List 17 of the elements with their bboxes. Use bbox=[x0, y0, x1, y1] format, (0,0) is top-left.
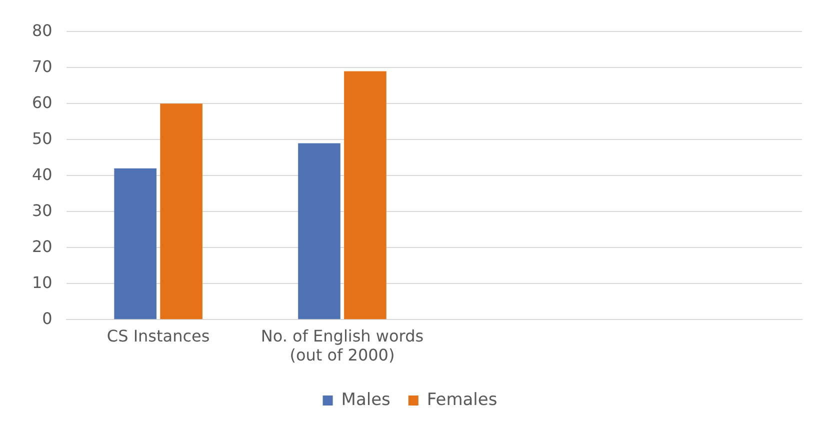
y-tick-label: 20 bbox=[32, 236, 52, 256]
y-tick-label: 80 bbox=[32, 20, 52, 40]
y-tick-label: 0 bbox=[42, 308, 52, 328]
x-tick-label: No. of English words (out of 2000) bbox=[260, 326, 424, 365]
bar bbox=[114, 168, 156, 320]
y-tick-label: 50 bbox=[32, 128, 52, 148]
legend-label: Males bbox=[341, 390, 391, 410]
y-tick-label: 30 bbox=[32, 200, 52, 220]
y-tick-label: 60 bbox=[32, 92, 52, 112]
legend-label: Females bbox=[426, 390, 498, 410]
y-tick-label: 70 bbox=[32, 56, 52, 76]
bar bbox=[298, 143, 340, 320]
bar bbox=[160, 104, 202, 320]
bar bbox=[344, 71, 386, 320]
y-tick-label: 40 bbox=[32, 164, 52, 184]
y-tick-label: 10 bbox=[32, 272, 52, 292]
x-tick-label: CS Instances bbox=[106, 326, 210, 346]
